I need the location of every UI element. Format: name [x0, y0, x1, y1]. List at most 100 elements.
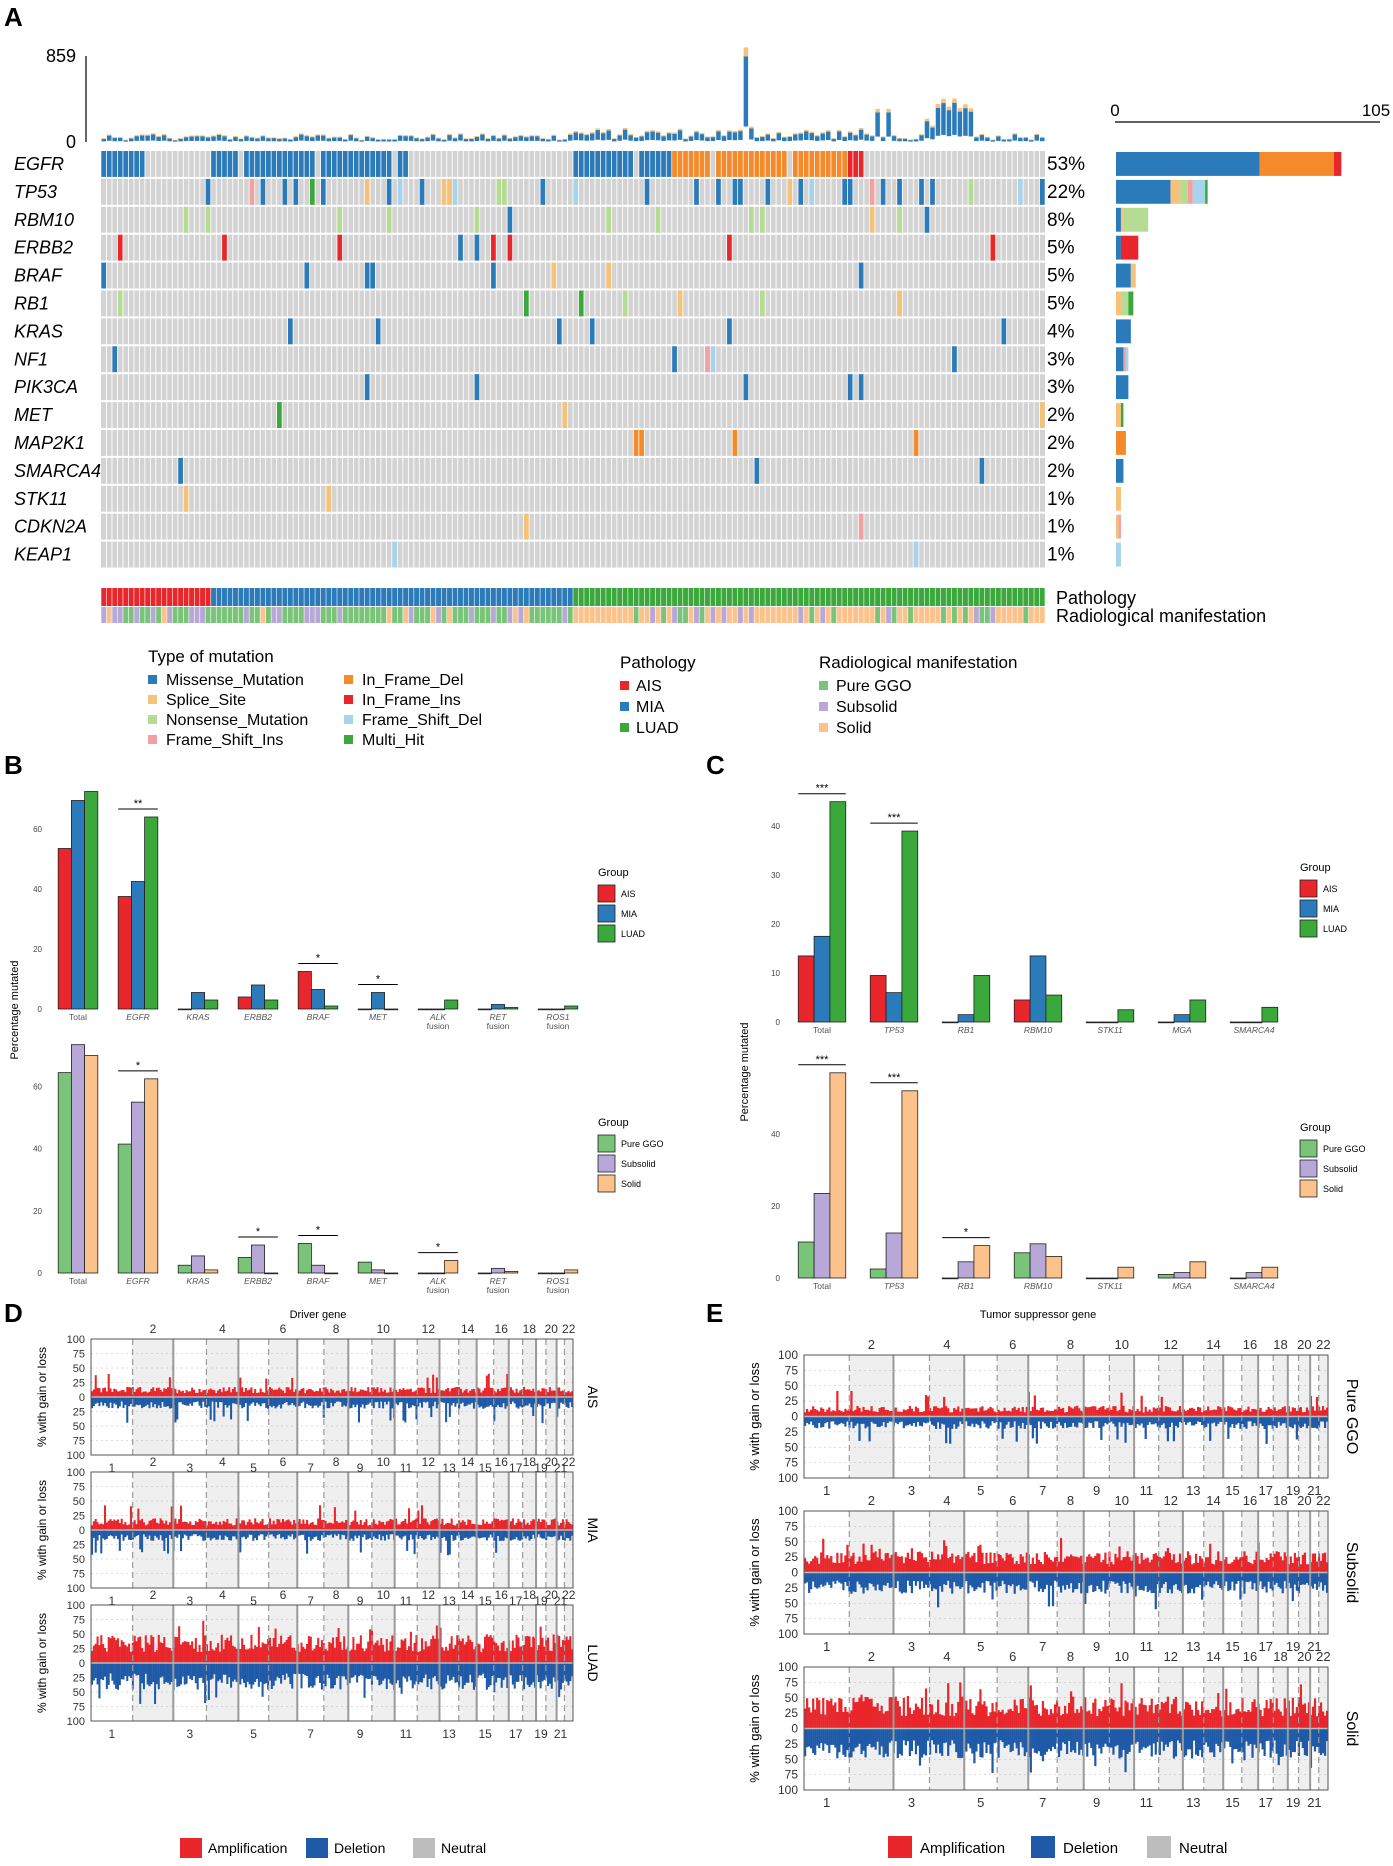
tmb-bar-cap — [277, 138, 282, 140]
deletion-bar — [1013, 1416, 1016, 1422]
radiological-cell — [304, 607, 310, 623]
pathology-cell — [913, 588, 919, 606]
chromosome-label-bottom: 17 — [1258, 1483, 1272, 1498]
bar — [237, 1257, 252, 1274]
deletion-bar — [1090, 1728, 1093, 1748]
tmb-bar-cap — [222, 135, 227, 137]
deletion-bar — [415, 1397, 418, 1420]
deletion-bar — [420, 1530, 424, 1539]
amplification-bar — [541, 1519, 544, 1530]
tmb-bar-cap — [447, 133, 452, 136]
bar — [250, 984, 265, 1010]
deletion-bar — [1235, 1728, 1238, 1749]
amplification-bar — [1029, 1411, 1032, 1417]
deletion-bar — [565, 1530, 568, 1539]
tmb-bar — [381, 139, 386, 142]
amplification-bar — [341, 1649, 344, 1663]
amplification-bar — [1311, 1553, 1315, 1573]
deletion-bar — [1199, 1416, 1202, 1423]
amplification-bar — [1043, 1708, 1047, 1729]
chromosome-label-top: 6 — [280, 1588, 287, 1602]
mutation-cell — [216, 151, 222, 177]
amplification-bar — [935, 1559, 938, 1573]
legend-title-pathology: Pathology — [620, 653, 696, 672]
deletion-bar — [231, 1397, 234, 1404]
radiological-cell — [732, 607, 738, 623]
amplification-bar — [113, 1519, 116, 1530]
x-tick-label: MGA — [1172, 1025, 1192, 1035]
amplification-bar — [1025, 1552, 1028, 1573]
mutation-cell — [858, 374, 864, 401]
amplification-bar — [808, 1563, 811, 1573]
deletion-bar — [565, 1397, 568, 1407]
radiological-cell — [161, 607, 167, 623]
amplification-bar — [569, 1392, 572, 1397]
bar — [264, 999, 279, 1010]
amplification-bar — [207, 1389, 210, 1397]
amplification-bar — [1219, 1407, 1222, 1417]
tmb-bar-cap — [540, 138, 546, 139]
tmb-bar — [836, 131, 842, 141]
deletion-bar — [959, 1572, 962, 1589]
deletion-bar — [200, 1663, 203, 1678]
amplification-bar — [235, 1648, 238, 1663]
deletion-bar — [448, 1663, 451, 1681]
tmb-bar — [529, 135, 535, 141]
deletion-bar — [374, 1397, 377, 1403]
deletion-bar — [941, 1572, 944, 1592]
deletion-bar — [1112, 1416, 1115, 1424]
mutation-cell — [809, 151, 815, 177]
radiological-cell — [551, 607, 557, 623]
amplification-bar — [168, 1522, 171, 1530]
y-tick-label: 25 — [73, 1407, 85, 1419]
bar — [885, 1232, 903, 1279]
mutation-cell — [677, 290, 683, 317]
pathology-cell — [529, 588, 535, 606]
deletion-bar — [198, 1663, 201, 1678]
amplification-bar — [154, 1652, 157, 1663]
deletion-bar — [1265, 1572, 1268, 1593]
radiological-cell — [622, 607, 628, 623]
amplification-bar — [886, 1710, 889, 1729]
percent-label: 5% — [1047, 238, 1075, 259]
radiological-cell — [408, 607, 414, 623]
amplification-bar — [530, 1647, 533, 1663]
deletion-bar — [543, 1530, 546, 1539]
deletion-bar — [1084, 1416, 1087, 1428]
radiological-cell — [479, 607, 485, 623]
pathology-cell — [600, 588, 606, 606]
amplification-bar — [868, 1699, 871, 1729]
tmb-bar-cap — [518, 134, 524, 137]
bar — [264, 1272, 279, 1275]
legend-swatch-amplification — [888, 1836, 912, 1858]
deletion-bar — [1207, 1572, 1210, 1582]
amplification-bar — [372, 1387, 375, 1397]
amplification-bar — [1094, 1406, 1097, 1417]
deletion-bar — [192, 1530, 196, 1535]
deletion-bar — [1136, 1416, 1139, 1425]
amplification-bar — [91, 1650, 94, 1663]
amplification-bar — [213, 1390, 216, 1397]
pathology-cell — [809, 588, 815, 606]
y-tick-label: 0 — [791, 1722, 798, 1736]
tmb-bar — [546, 139, 551, 142]
amplification-bar — [1241, 1556, 1244, 1573]
amplification-bar — [504, 1519, 507, 1530]
mutation-cell — [293, 151, 299, 177]
bar — [504, 1007, 519, 1010]
pathology-cell — [1001, 588, 1007, 606]
amplification-bar — [257, 1627, 260, 1663]
tmb-bar-cap — [831, 138, 836, 140]
amplification-bar — [254, 1389, 257, 1397]
amplification-bar — [200, 1520, 203, 1530]
deletion-bar — [1243, 1416, 1246, 1428]
tmb-bar-cap — [546, 138, 551, 140]
deletion-bar — [818, 1728, 821, 1749]
deletion-bar — [400, 1397, 403, 1403]
deletion-bar — [898, 1416, 901, 1423]
y-tick-label: 0 — [38, 1269, 43, 1278]
amplification-bar — [385, 1521, 388, 1530]
amplification-bar — [1017, 1713, 1020, 1729]
amplification-bar — [1001, 1709, 1004, 1729]
amplification-bar — [884, 1553, 887, 1573]
